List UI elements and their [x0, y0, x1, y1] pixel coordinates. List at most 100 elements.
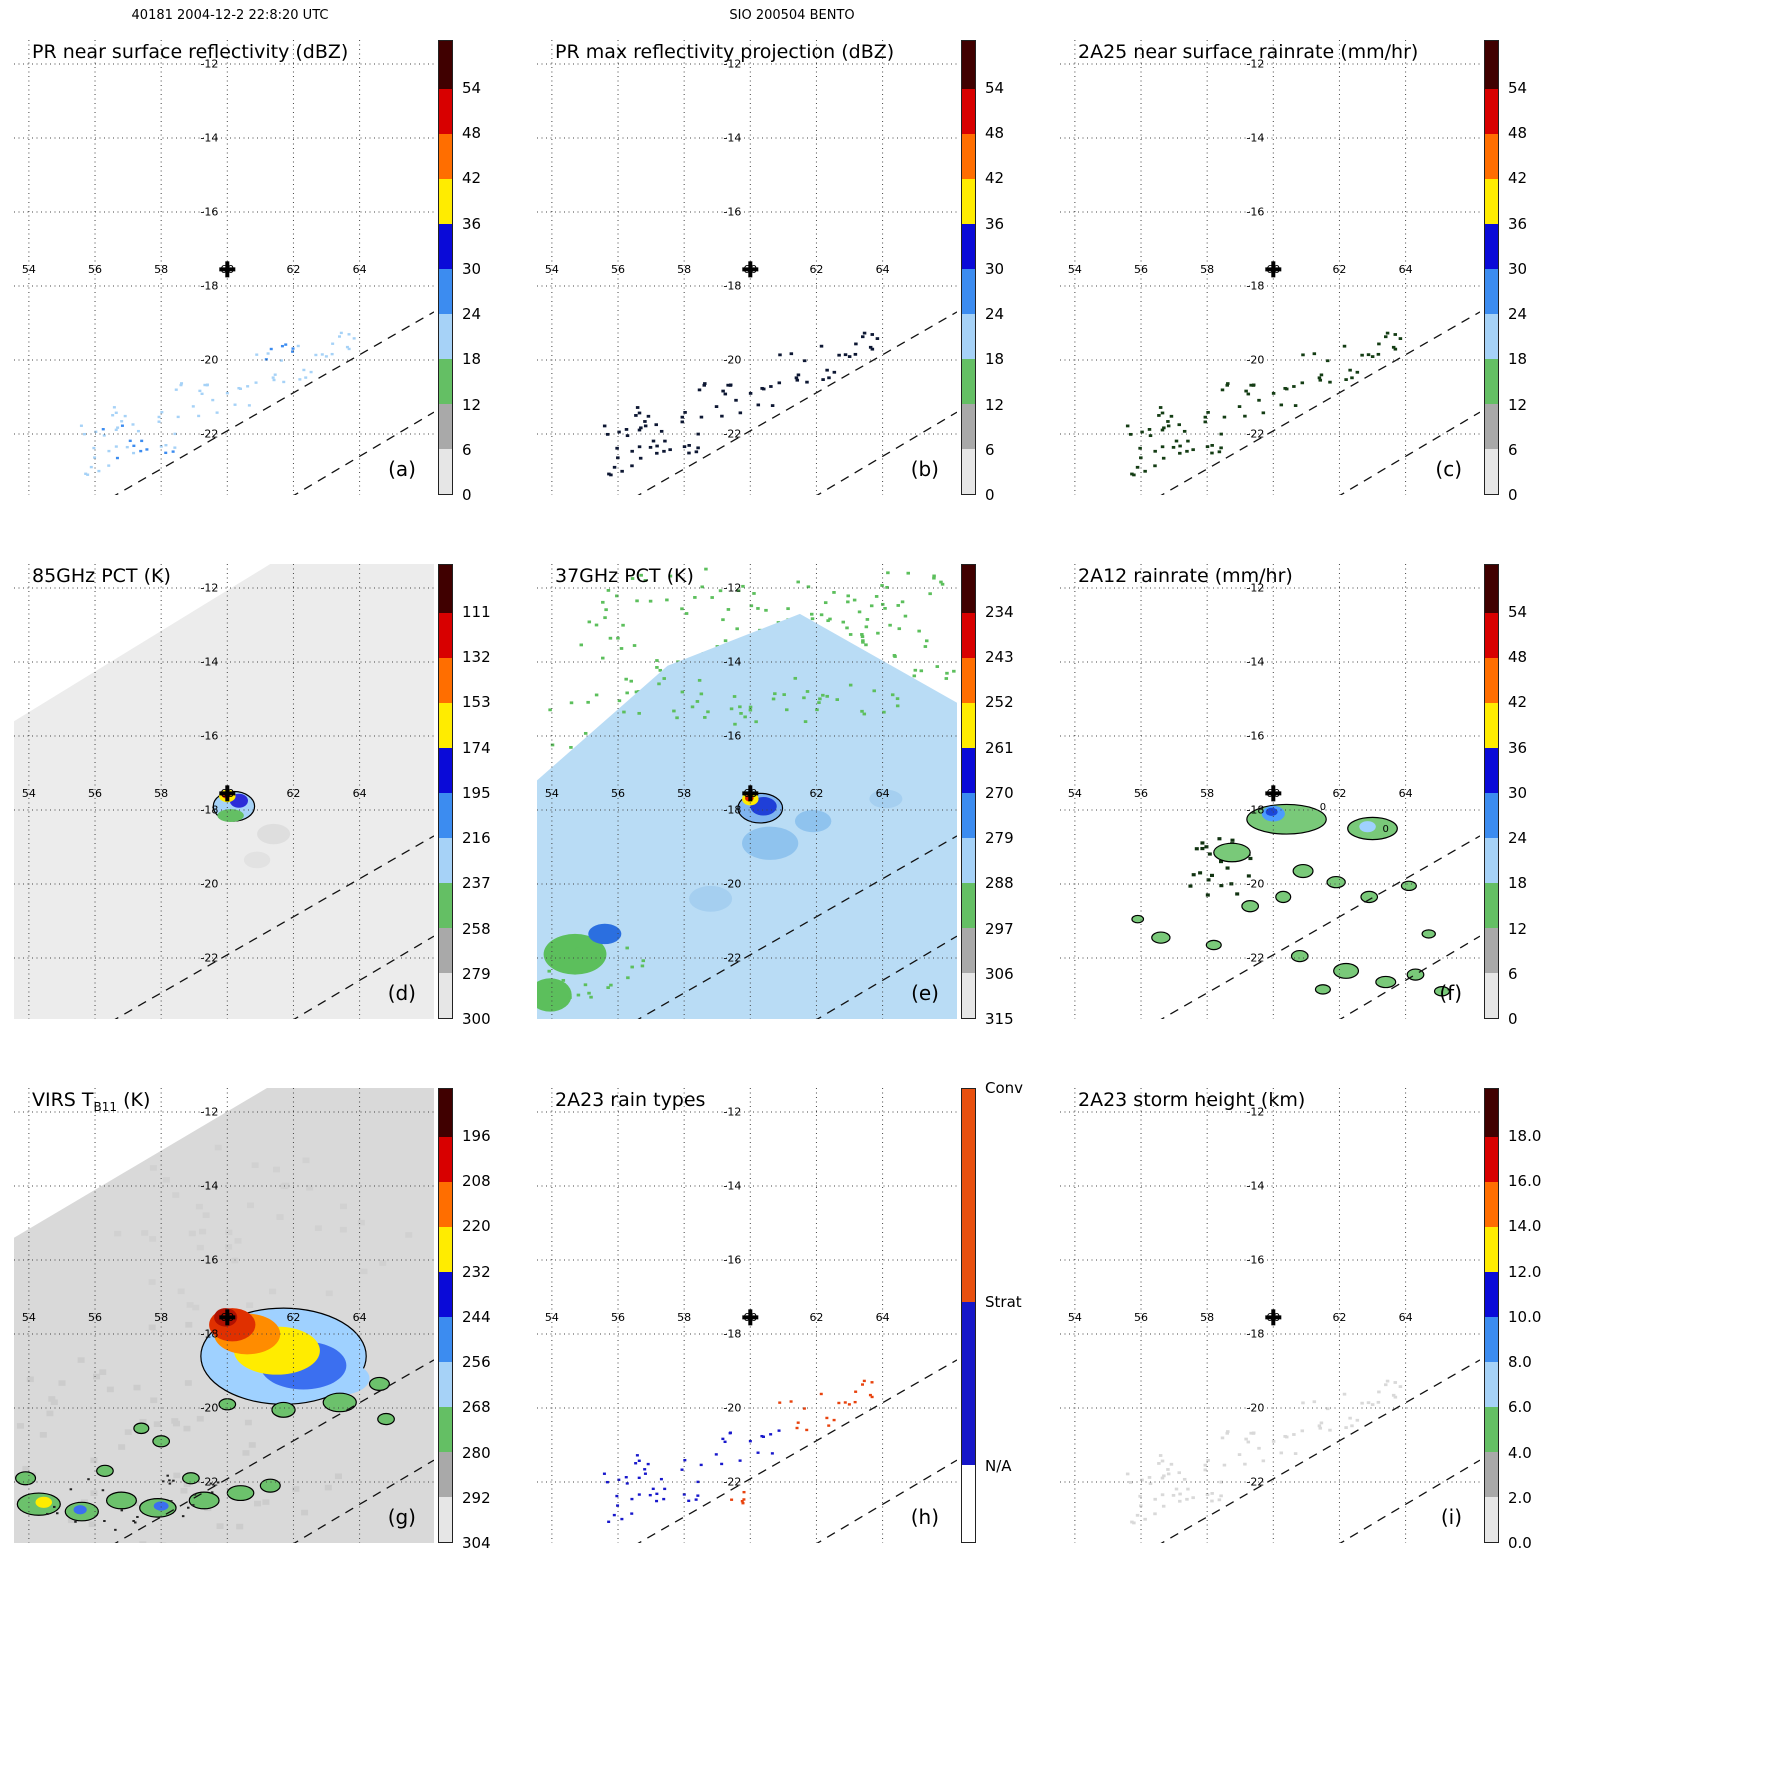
svg-text:-22: -22: [200, 951, 218, 964]
svg-text:-16: -16: [1246, 730, 1264, 743]
colorbar-tick-label: 18: [1508, 350, 1528, 369]
svg-text:-12: -12: [200, 1106, 218, 1119]
panel-letter-c: (c): [1435, 457, 1462, 481]
svg-text:-22: -22: [723, 1475, 741, 1488]
colorbar-tick-label: 54: [1508, 78, 1528, 97]
colorbar-tick-label: 261: [985, 738, 1014, 757]
colorbar-tick-label: 237: [462, 874, 491, 893]
svg-text:62: 62: [809, 1311, 823, 1324]
svg-text:-16: -16: [1246, 1254, 1264, 1267]
svg-text:-12: -12: [1246, 582, 1264, 595]
colorbar-scale: [1484, 1088, 1499, 1543]
colorbar-tick-label: 42: [985, 169, 1005, 188]
colorbar-tick-label: 6: [1508, 964, 1518, 983]
colorbar-tick-label: 36: [462, 214, 482, 233]
svg-text:-20: -20: [723, 877, 741, 890]
colorbar-tick-label: 292: [462, 1488, 491, 1507]
svg-text:64: 64: [1399, 1311, 1413, 1324]
svg-text:56: 56: [1134, 263, 1148, 276]
panel-letter-g: (g): [387, 1505, 416, 1529]
colorbar-tick-label: 14.0: [1508, 1217, 1542, 1236]
svg-text:56: 56: [1134, 1311, 1148, 1324]
svg-text:-22: -22: [1246, 1475, 1264, 1488]
colorbar-g: 196 208 220 232 244 256 268 280 292 304: [438, 1088, 530, 1552]
svg-text:62: 62: [809, 263, 823, 276]
svg-text:-14: -14: [1246, 132, 1264, 145]
colorbar-b: 54 48 42 36 30 24 18 12 6 0: [961, 40, 1053, 504]
colorbar-tick-label: 12: [985, 395, 1005, 414]
colorbar-tick-label: 216: [462, 829, 491, 847]
colorbar-tick-label: 0: [462, 486, 472, 504]
panel-title-e: 37GHz PCT (K): [555, 565, 694, 587]
colorbar-scale: [961, 564, 976, 1019]
map-plot-i: 545658606264-12-14-16-18-20-22: [1060, 1088, 1480, 1543]
svg-text:-20: -20: [723, 1401, 741, 1414]
colorbar-scale: [438, 40, 453, 495]
colorbar-tick-label: 174: [462, 738, 491, 757]
orbit-timestamp-header: 40181 2004-12-2 22:8:20 UTC: [131, 8, 329, 23]
svg-text:-20: -20: [200, 1401, 218, 1414]
colorbar-h: Conv Strat N/A: [961, 1079, 1053, 1543]
map-b: 545658606264-12-14-16-18-20-22 PR max re…: [537, 40, 957, 495]
svg-text:62: 62: [286, 1311, 300, 1324]
svg-text:58: 58: [154, 263, 168, 276]
colorbar-tick-label: N/A: [985, 1456, 1012, 1475]
colorbar-tick-label: 288: [985, 874, 1014, 893]
svg-text:-12: -12: [723, 582, 741, 595]
colorbar-tick-label: 48: [1508, 124, 1528, 143]
svg-text:56: 56: [88, 263, 102, 276]
svg-text:58: 58: [1200, 263, 1214, 276]
colorbar-tick-label: 48: [985, 124, 1005, 143]
svg-text:-22: -22: [200, 1475, 218, 1488]
svg-text:-14: -14: [723, 1180, 741, 1193]
panel-title-a: PR near surface reflectivity (dBZ): [32, 41, 349, 63]
colorbar-tick-label: 42: [1508, 693, 1528, 712]
svg-text:-18: -18: [200, 279, 218, 292]
svg-text:64: 64: [353, 1311, 367, 1324]
map-plot-b: 545658606264-12-14-16-18-20-22: [537, 40, 957, 495]
colorbar-tick-label: 153: [462, 693, 491, 712]
svg-text:-18: -18: [723, 279, 741, 292]
colorbar-tick-label: 304: [462, 1534, 491, 1552]
panel-letter-e: (e): [911, 981, 939, 1005]
colorbar-tick-label: 6: [985, 440, 995, 459]
svg-text:-12: -12: [1246, 1106, 1264, 1119]
svg-text:-14: -14: [200, 132, 218, 145]
colorbar-f: 54 48 42 36 30 24 18 12 6 0: [1484, 564, 1576, 1028]
colorbar-tick-label: 243: [985, 648, 1014, 667]
svg-text:-12: -12: [1246, 58, 1264, 71]
colorbar-tick-label: 220: [462, 1217, 491, 1236]
svg-text:-16: -16: [723, 1254, 741, 1267]
svg-text:58: 58: [677, 263, 691, 276]
colorbar-scale: [961, 1088, 976, 1543]
map-a: 545658606264-12-14-16-18-20-22 PR near s…: [14, 40, 434, 495]
svg-text:64: 64: [1399, 263, 1413, 276]
map-plot-h: 545658606264-12-14-16-18-20-22: [537, 1088, 957, 1543]
svg-text:64: 64: [876, 263, 890, 276]
map-e: 545658606264-12-14-16-18-20-22 37GHz PCT…: [537, 564, 957, 1019]
panel-title-d: 85GHz PCT (K): [32, 565, 171, 587]
svg-text:62: 62: [809, 787, 823, 800]
colorbar-d: 111 132 153 174 195 216 237 258 279 300: [438, 564, 530, 1028]
colorbar-c: 54 48 42 36 30 24 18 12 6 0: [1484, 40, 1576, 504]
svg-text:-22: -22: [200, 427, 218, 440]
colorbar-tick-label: 234: [985, 602, 1014, 621]
svg-text:-14: -14: [200, 656, 218, 669]
colorbar-tick-label: 0: [1508, 1010, 1518, 1028]
colorbar-tick-label: 232: [462, 1262, 491, 1281]
colorbar-tick-label: 270: [985, 783, 1014, 802]
colorbar-tick-label: 24: [985, 305, 1005, 323]
svg-text:-14: -14: [723, 132, 741, 145]
colorbar-e: 234 243 252 261 270 279 288 297 306 315: [961, 564, 1053, 1028]
map-f: 00545658606264-12-14-16-18-20-22 2A12 ra…: [1060, 564, 1480, 1019]
colorbar-tick-label: 30: [1508, 783, 1528, 802]
colorbar-tick-label: 4.0: [1508, 1443, 1532, 1462]
svg-text:-18: -18: [1246, 1327, 1264, 1340]
map-plot-e: 545658606264-12-14-16-18-20-22: [537, 564, 957, 1019]
colorbar-tick-label: 244: [462, 1307, 491, 1326]
colorbar-tick-label: 0: [1508, 486, 1518, 504]
svg-text:56: 56: [1134, 787, 1148, 800]
colorbar-tick-label: 24: [1508, 829, 1528, 847]
panel-title-i: 2A23 storm height (km): [1078, 1089, 1306, 1111]
svg-text:62: 62: [1332, 263, 1346, 276]
